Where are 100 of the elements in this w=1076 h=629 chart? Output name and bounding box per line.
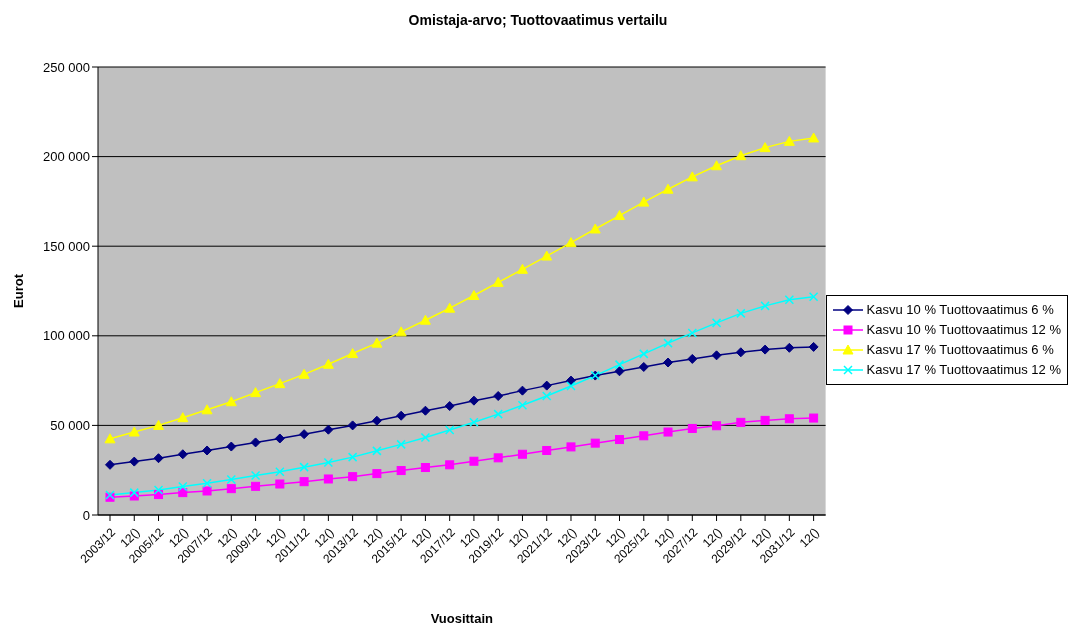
point bbox=[323, 424, 334, 435]
point bbox=[589, 223, 601, 234]
legend-label: Kasvu 17 % Tuottovaatimus 12 % bbox=[866, 362, 1061, 377]
point bbox=[783, 135, 795, 146]
y-tick-label: 200 000 bbox=[43, 149, 90, 165]
point bbox=[444, 302, 456, 313]
point bbox=[250, 387, 262, 398]
x-axis-title: Vuosittain bbox=[430, 611, 494, 626]
point bbox=[153, 419, 165, 430]
y-axis-title: Eurot bbox=[10, 273, 26, 308]
point bbox=[759, 142, 771, 153]
y-tick-label: 250 000 bbox=[43, 59, 90, 75]
point bbox=[275, 479, 285, 489]
point bbox=[711, 318, 722, 328]
y-tick-label: 0 bbox=[82, 507, 90, 523]
point bbox=[105, 459, 115, 470]
point bbox=[371, 337, 383, 348]
point bbox=[760, 415, 770, 425]
point bbox=[250, 470, 261, 481]
point bbox=[347, 420, 358, 431]
point bbox=[104, 433, 116, 444]
point bbox=[784, 295, 795, 305]
point bbox=[808, 132, 820, 143]
point bbox=[201, 404, 213, 415]
point bbox=[614, 359, 625, 370]
point bbox=[663, 338, 673, 348]
point bbox=[566, 381, 576, 391]
point bbox=[517, 385, 528, 396]
point bbox=[541, 380, 552, 391]
point bbox=[274, 378, 286, 389]
point bbox=[348, 472, 358, 482]
point bbox=[517, 400, 528, 411]
point bbox=[808, 341, 819, 352]
point bbox=[419, 314, 431, 325]
legend-label: Kasvu 10 % Tuottovaatimus 6 % bbox=[866, 302, 1054, 317]
point bbox=[396, 439, 406, 450]
point bbox=[590, 438, 600, 448]
point bbox=[323, 474, 333, 484]
point bbox=[177, 412, 189, 423]
point bbox=[153, 485, 164, 495]
point bbox=[347, 348, 359, 359]
point bbox=[687, 353, 698, 364]
point bbox=[178, 481, 188, 492]
point bbox=[323, 457, 334, 468]
point bbox=[663, 357, 674, 368]
point bbox=[372, 469, 382, 479]
point bbox=[493, 391, 504, 402]
point bbox=[129, 456, 140, 467]
point bbox=[493, 409, 503, 419]
point bbox=[493, 453, 503, 463]
point bbox=[638, 361, 649, 372]
point bbox=[662, 183, 674, 194]
legend-label: Kasvu 17 % Tuottovaatimus 6 % bbox=[866, 342, 1054, 357]
point bbox=[711, 160, 723, 171]
point bbox=[153, 453, 164, 464]
point bbox=[299, 477, 309, 487]
point bbox=[468, 395, 479, 406]
point bbox=[322, 358, 334, 369]
point bbox=[760, 344, 771, 355]
point bbox=[566, 442, 576, 452]
point bbox=[686, 171, 698, 182]
point bbox=[711, 350, 722, 361]
point bbox=[638, 196, 650, 207]
point bbox=[298, 368, 310, 379]
point bbox=[202, 486, 212, 496]
point bbox=[663, 427, 673, 437]
point bbox=[469, 417, 479, 427]
point bbox=[202, 445, 213, 456]
point bbox=[492, 276, 504, 287]
point bbox=[784, 342, 795, 353]
point bbox=[541, 391, 552, 401]
point bbox=[541, 250, 553, 261]
point bbox=[299, 429, 310, 440]
point bbox=[712, 421, 722, 431]
point bbox=[250, 437, 261, 448]
point bbox=[396, 466, 406, 476]
point bbox=[202, 478, 212, 489]
point bbox=[395, 326, 407, 337]
point bbox=[784, 414, 794, 424]
point bbox=[226, 474, 237, 485]
point bbox=[129, 487, 140, 498]
y-tick-label: 150 000 bbox=[43, 238, 90, 254]
point bbox=[177, 449, 188, 460]
point bbox=[639, 431, 649, 441]
point bbox=[299, 462, 309, 472]
point bbox=[275, 467, 285, 477]
point bbox=[736, 417, 746, 427]
point bbox=[614, 210, 626, 221]
point bbox=[225, 396, 237, 407]
point bbox=[396, 410, 407, 421]
point bbox=[517, 449, 527, 459]
point bbox=[516, 263, 528, 274]
point bbox=[760, 301, 770, 311]
point bbox=[371, 415, 382, 426]
legend-label: Kasvu 10 % Tuottovaatimus 12 % bbox=[866, 322, 1061, 337]
point bbox=[687, 328, 698, 338]
point bbox=[444, 401, 455, 412]
point bbox=[128, 426, 140, 437]
point bbox=[736, 308, 746, 319]
y-tick-label: 50 000 bbox=[50, 418, 90, 434]
